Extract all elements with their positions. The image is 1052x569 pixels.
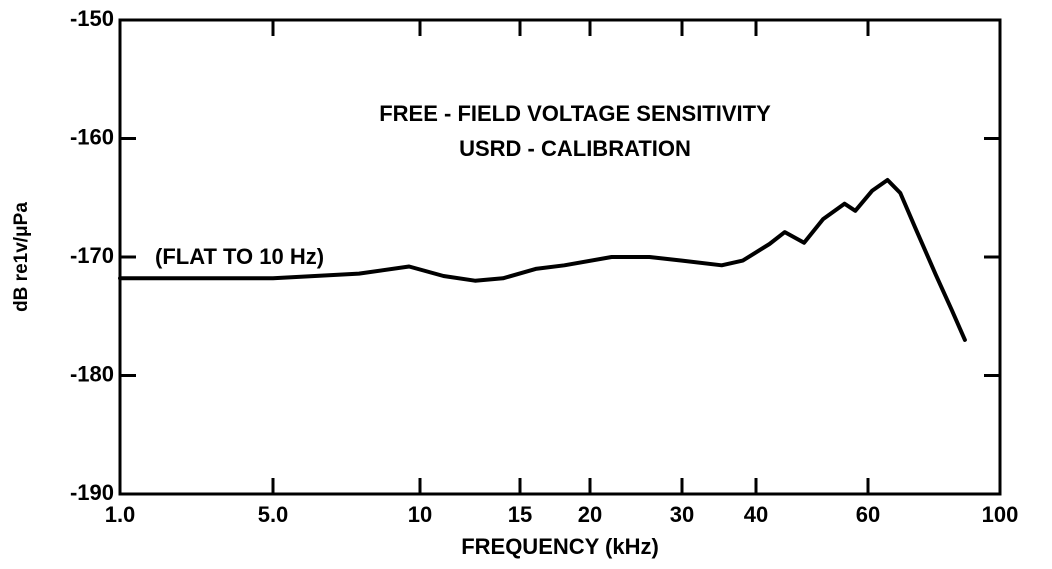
y-tick-label: -190 xyxy=(70,480,114,505)
chart-subtitle: USRD - CALIBRATION xyxy=(459,136,691,161)
x-tick-label: 30 xyxy=(670,502,694,527)
annotation: (FLAT TO 10 Hz) xyxy=(155,244,324,269)
x-tick-label: 10 xyxy=(408,502,432,527)
x-tick-label: 5.0 xyxy=(258,502,289,527)
y-tick-label: -180 xyxy=(70,361,114,386)
x-tick-label: 1.0 xyxy=(105,502,136,527)
y-tick-label: -160 xyxy=(70,124,114,149)
y-axis-label: dB re1v/μPa xyxy=(11,202,32,312)
x-axis-label: FREQUENCY (kHz) xyxy=(461,534,659,559)
y-tick-label: -150 xyxy=(70,6,114,31)
x-tick-label: 20 xyxy=(578,502,602,527)
y-tick-label: -170 xyxy=(70,243,114,268)
x-tick-label: 15 xyxy=(508,502,532,527)
x-tick-label: 60 xyxy=(856,502,880,527)
data-line xyxy=(118,178,967,342)
x-tick-label: 40 xyxy=(744,502,768,527)
x-tick-label: 100 xyxy=(982,502,1019,527)
chart-title: FREE - FIELD VOLTAGE SENSITIVITY xyxy=(379,101,771,126)
